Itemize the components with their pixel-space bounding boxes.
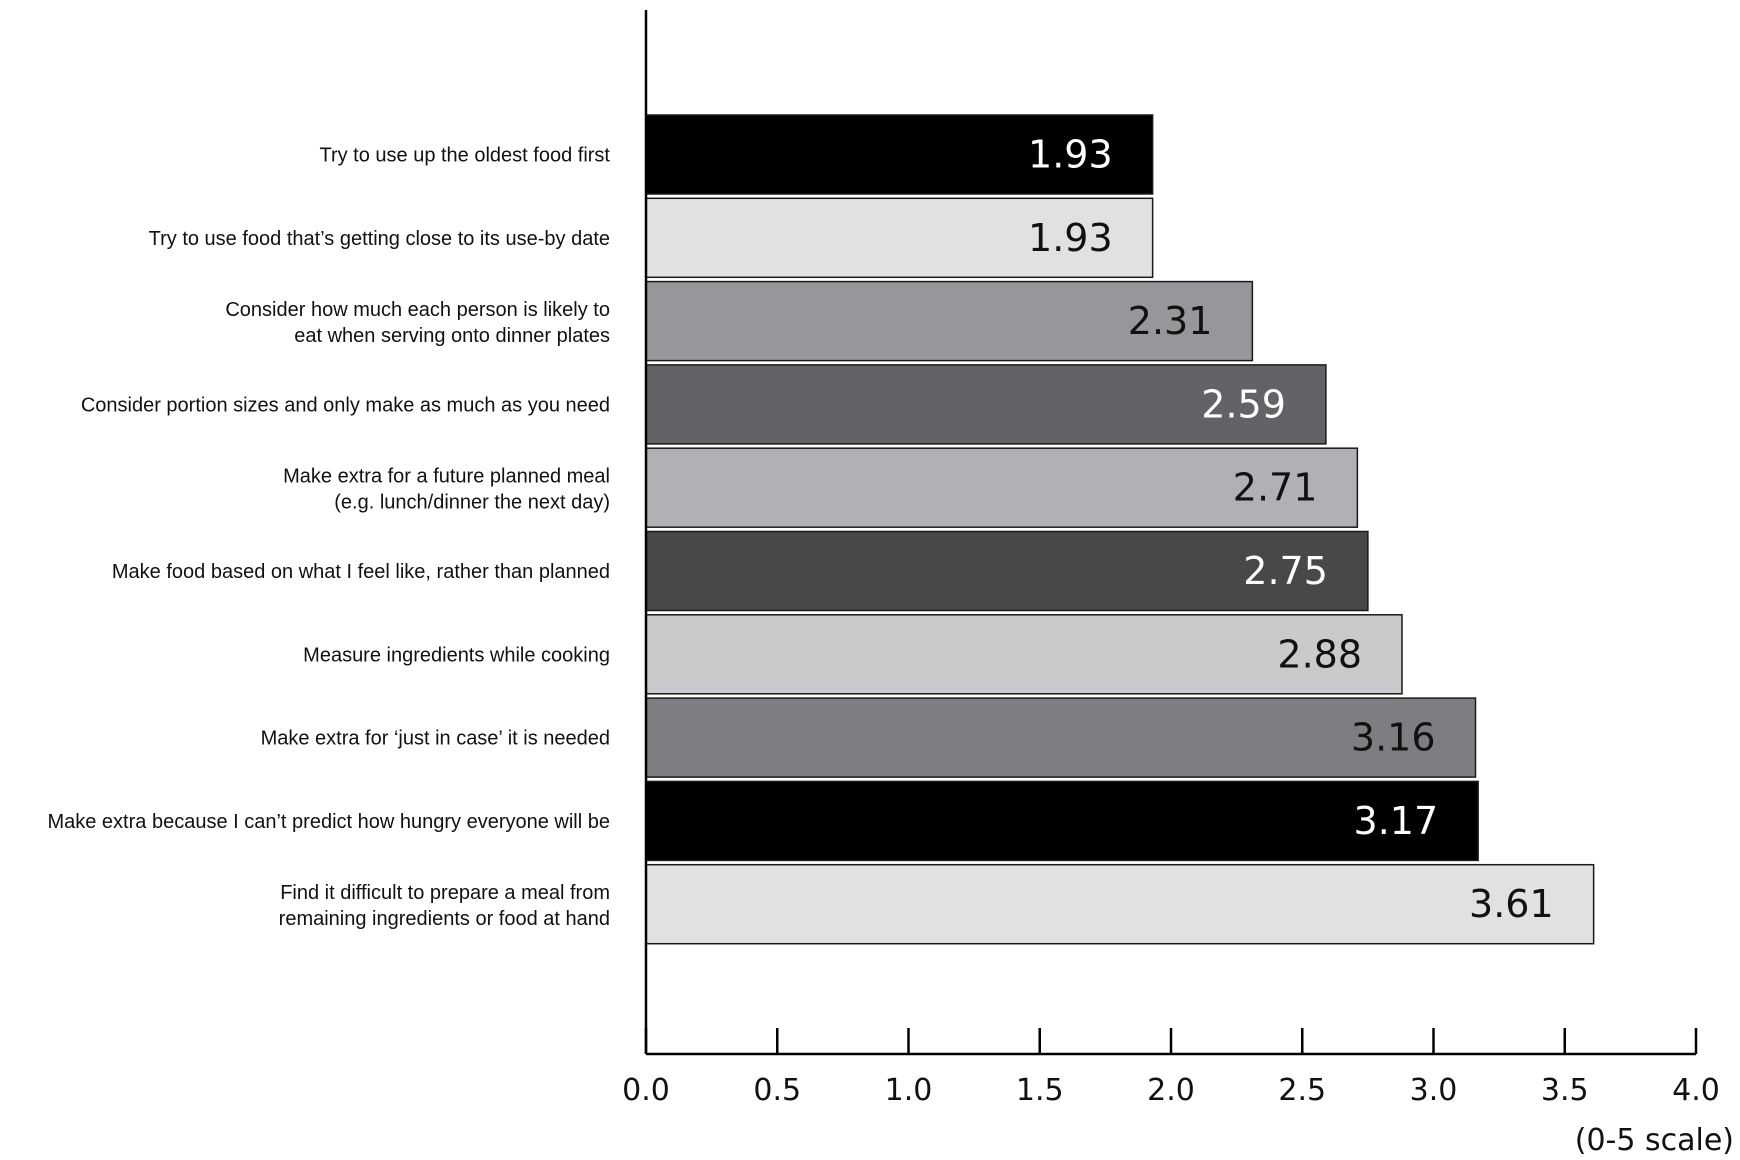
category-label: Consider how much each person is likely … bbox=[225, 299, 610, 347]
x-axis-unit-label: (0-5 scale) bbox=[1575, 1123, 1734, 1158]
value-label: 3.16 bbox=[1351, 716, 1436, 760]
bar bbox=[645, 863, 1595, 945]
category-label: Make extra for a future planned meal (e.g… bbox=[283, 466, 610, 514]
category-label: Make extra because I can’t predict how h… bbox=[47, 811, 610, 833]
bar bbox=[645, 530, 1369, 612]
x-tick-label: 1.5 bbox=[1016, 1073, 1064, 1108]
x-tick-label: 2.0 bbox=[1147, 1073, 1195, 1108]
bar bbox=[645, 447, 1359, 528]
value-label: 2.88 bbox=[1277, 632, 1362, 676]
category-label: Consider portion sizes and only make as … bbox=[81, 394, 610, 416]
category-labels: Try to use up the oldest food first Try t… bbox=[47, 145, 610, 931]
bar bbox=[645, 364, 1327, 445]
category-label: Measure ingredients while cooking bbox=[303, 644, 610, 666]
x-tick-label: 2.5 bbox=[1278, 1073, 1326, 1108]
value-label: 2.59 bbox=[1201, 382, 1286, 426]
category-label: Try to use food that’s getting close to … bbox=[149, 228, 610, 250]
category-label: Find it difficult to prepare a meal from… bbox=[279, 882, 610, 930]
value-label: 2.75 bbox=[1243, 549, 1328, 593]
bar bbox=[645, 280, 1254, 362]
x-tick-label: 3.0 bbox=[1410, 1073, 1458, 1108]
x-tick-label: 0.5 bbox=[753, 1073, 801, 1108]
x-tick-label: 3.5 bbox=[1541, 1073, 1589, 1108]
x-tick-label: 1.0 bbox=[885, 1073, 933, 1108]
bar bbox=[645, 614, 1403, 695]
value-label: 2.71 bbox=[1233, 466, 1318, 510]
bars bbox=[645, 114, 1595, 945]
bar bbox=[645, 114, 1154, 195]
x-tick-label: 4.0 bbox=[1672, 1073, 1720, 1108]
value-label: 1.93 bbox=[1028, 216, 1113, 260]
value-label: 3.61 bbox=[1469, 882, 1554, 926]
x-tick-label: 0.0 bbox=[622, 1073, 670, 1108]
category-label: Try to use up the oldest food first bbox=[319, 145, 610, 167]
value-label: 2.31 bbox=[1128, 299, 1213, 343]
value-label: 3.17 bbox=[1354, 799, 1439, 843]
axes: 0.0 0.5 1.0 1.5 2.0 2.5 3.0 3.5 4.0 bbox=[622, 10, 1720, 1108]
category-label: Make extra for ‘just in case’ it is need… bbox=[261, 728, 610, 750]
bar bbox=[645, 197, 1154, 279]
value-label: 1.93 bbox=[1028, 133, 1113, 177]
value-labels: 1.93 1.93 2.31 2.59 2.71 2.75 2.88 3.16 3.17 3.61 bbox=[1028, 133, 1554, 927]
category-label: Make food based on what I feel like, rat… bbox=[112, 561, 610, 583]
